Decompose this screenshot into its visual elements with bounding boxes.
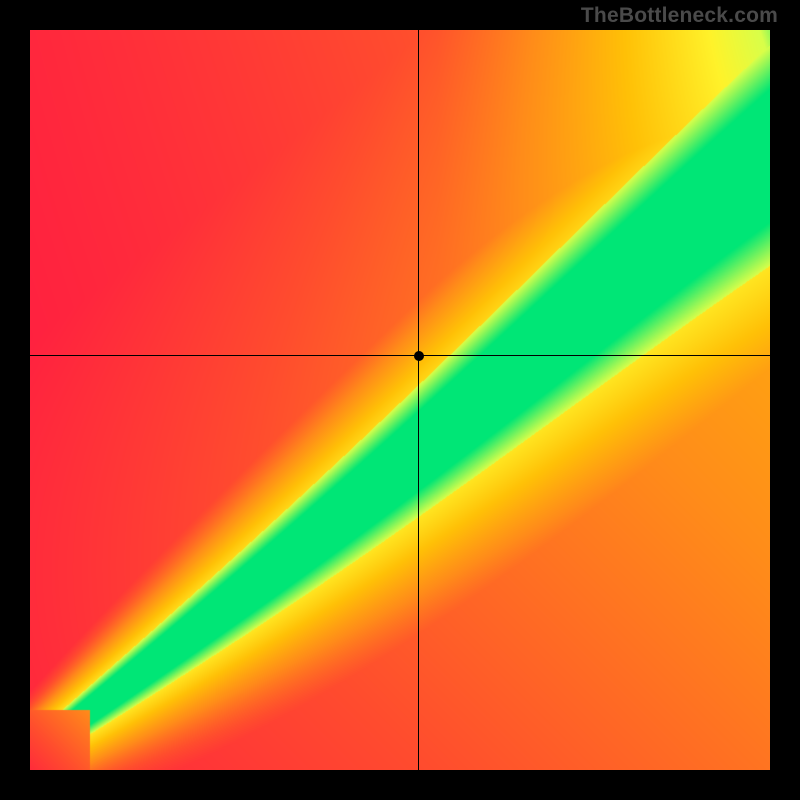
frame-left <box>0 0 30 800</box>
bottleneck-heatmap <box>30 30 770 770</box>
frame-bottom <box>0 770 800 800</box>
crosshair-marker <box>414 351 424 361</box>
watermark-text: TheBottleneck.com <box>581 4 778 28</box>
crosshair-horizontal <box>30 355 770 356</box>
crosshair-vertical <box>418 30 419 770</box>
frame-right <box>770 0 800 800</box>
